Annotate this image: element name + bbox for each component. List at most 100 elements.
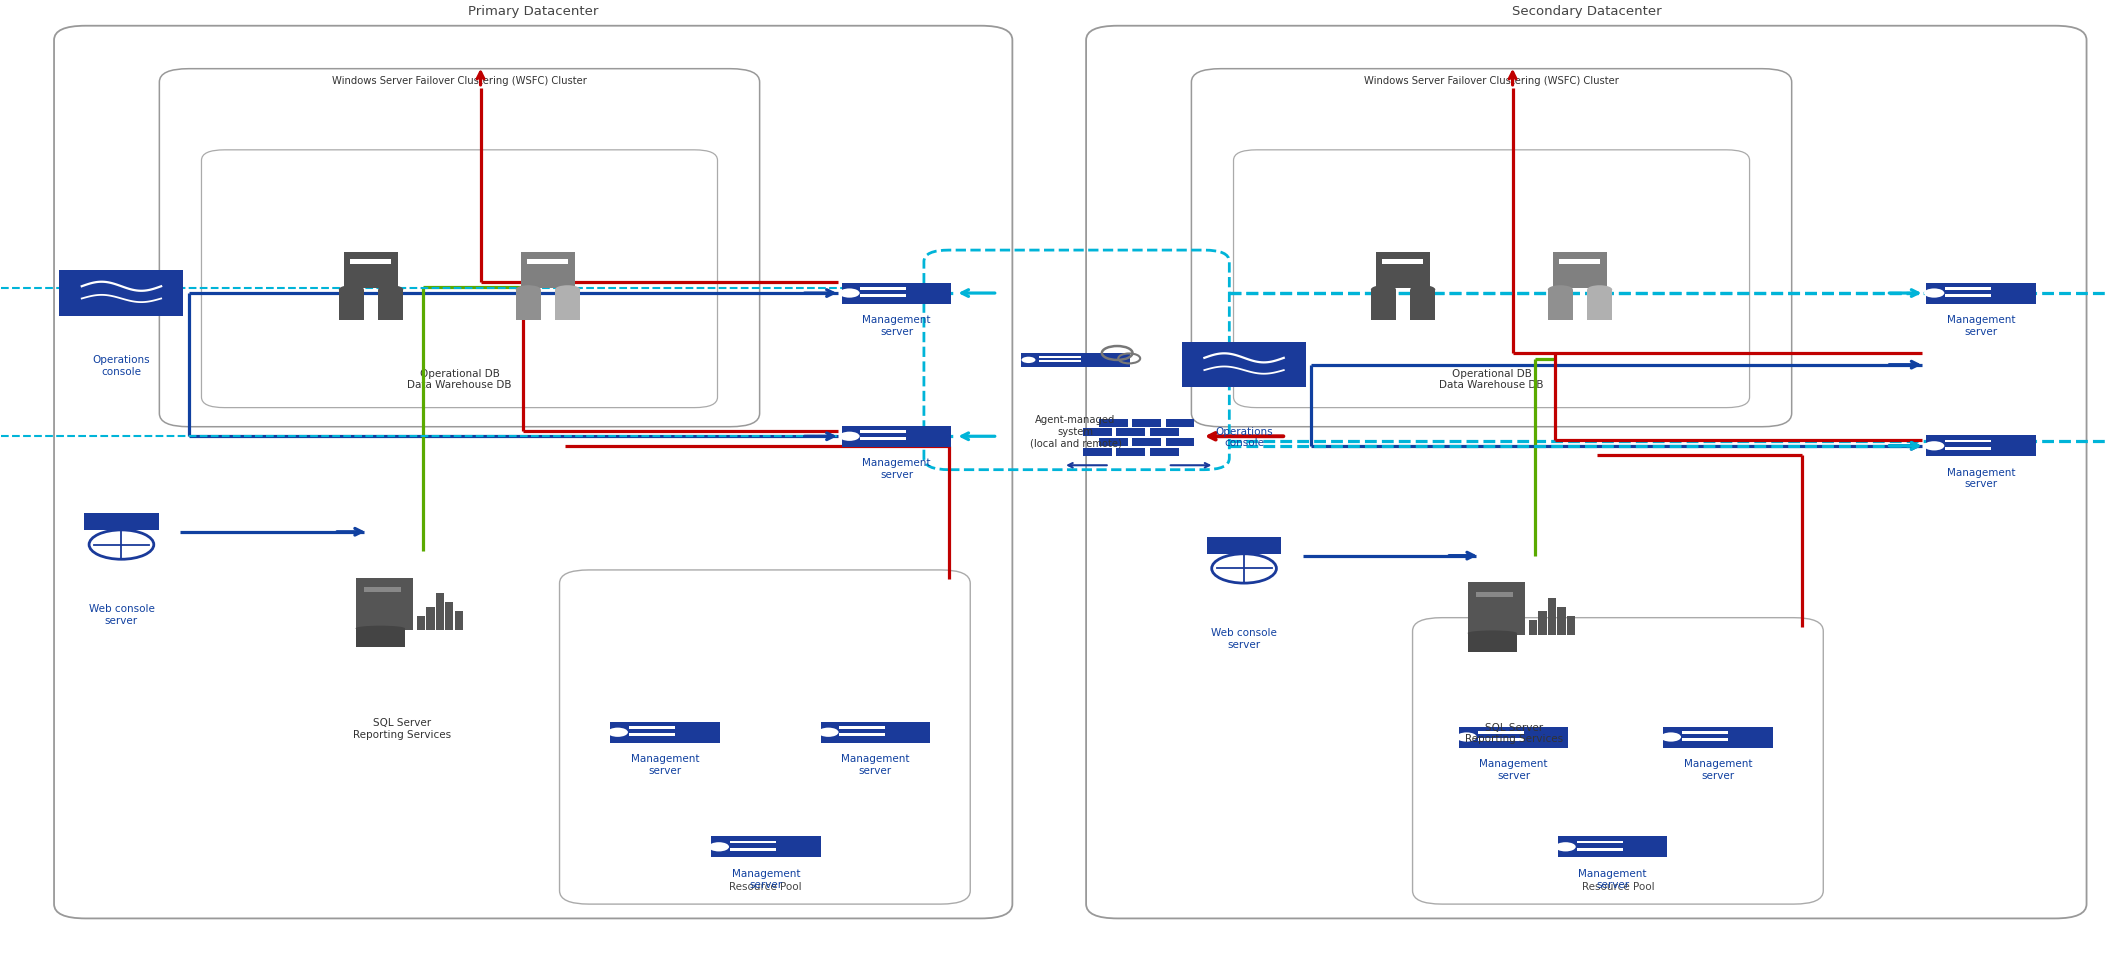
Bar (1478, 738, 1523, 741)
Bar (456, 611, 462, 629)
Text: SQL Server
Reporting Services: SQL Server Reporting Services (352, 718, 451, 740)
Bar (1084, 447, 1111, 456)
Bar (1944, 446, 1991, 449)
Text: Management
server: Management server (863, 315, 930, 336)
Bar (344, 253, 399, 288)
Bar (1166, 419, 1194, 426)
Bar (1548, 289, 1573, 321)
Circle shape (607, 728, 628, 737)
Bar (1381, 259, 1424, 263)
Bar (1375, 253, 1430, 288)
Bar (1116, 428, 1145, 436)
Bar (860, 430, 907, 433)
Bar (860, 294, 907, 297)
Circle shape (1021, 356, 1036, 363)
Text: Management
server: Management server (1947, 468, 2016, 490)
Text: Secondary Datacenter: Secondary Datacenter (1512, 5, 1662, 18)
Text: Management
server: Management server (1683, 759, 1753, 781)
Bar (1681, 731, 1727, 734)
Bar (426, 606, 434, 629)
Bar (1664, 726, 1774, 747)
Text: Management
server: Management server (1578, 869, 1647, 890)
Bar (1926, 283, 2035, 304)
Bar (1133, 419, 1162, 426)
Circle shape (1923, 288, 1944, 298)
Text: Web console
server: Web console server (1211, 628, 1276, 650)
Bar (1559, 836, 1668, 857)
Bar (1116, 447, 1145, 456)
Bar (1944, 286, 1991, 289)
Text: Management
server: Management server (631, 754, 698, 776)
Circle shape (709, 842, 730, 852)
Text: Web console
server: Web console server (89, 604, 154, 626)
Bar (1476, 592, 1514, 597)
Ellipse shape (378, 285, 403, 294)
Circle shape (839, 432, 860, 441)
Bar (1166, 438, 1194, 445)
Text: Management
server: Management server (863, 458, 930, 480)
Bar (1552, 253, 1607, 288)
Bar (1468, 633, 1516, 652)
Text: Operations
console: Operations console (93, 355, 150, 376)
Ellipse shape (1548, 285, 1573, 294)
Bar (1944, 294, 1991, 297)
Bar (730, 848, 776, 851)
Bar (1459, 726, 1569, 747)
Bar (350, 259, 392, 263)
Bar (610, 721, 719, 742)
Text: Operations
console: Operations console (1215, 426, 1274, 448)
Circle shape (1554, 842, 1575, 852)
Bar (365, 587, 401, 592)
Ellipse shape (517, 285, 540, 294)
Bar (1040, 355, 1082, 357)
Bar (521, 253, 576, 288)
Bar (1149, 447, 1179, 456)
Text: Operational DB
Data Warehouse DB: Operational DB Data Warehouse DB (407, 369, 512, 391)
Text: Management
server: Management server (1947, 315, 2016, 336)
Bar (1099, 438, 1128, 445)
Bar (1371, 289, 1396, 321)
Bar (860, 437, 907, 440)
Bar (1529, 621, 1537, 634)
Bar (1181, 342, 1305, 387)
Circle shape (1660, 733, 1681, 741)
Text: Resource Pool: Resource Pool (728, 881, 801, 892)
Text: Management
server: Management server (732, 869, 799, 890)
Bar (841, 283, 951, 304)
Bar (445, 602, 453, 629)
Bar (1578, 840, 1622, 843)
Bar (628, 733, 675, 736)
Text: Primary Datacenter: Primary Datacenter (468, 5, 599, 18)
Bar (1411, 289, 1436, 321)
Bar (1567, 616, 1575, 634)
Text: Agent-managed
system
(local and remote): Agent-managed system (local and remote) (1029, 415, 1122, 448)
Ellipse shape (356, 626, 405, 631)
Bar (1681, 738, 1727, 741)
Bar (1588, 289, 1611, 321)
Bar (1578, 848, 1622, 851)
Ellipse shape (1371, 285, 1396, 294)
Bar (1548, 598, 1556, 634)
Bar (1537, 611, 1546, 634)
Circle shape (1457, 733, 1476, 741)
Bar (1021, 353, 1130, 367)
Bar (1133, 438, 1162, 445)
Circle shape (1923, 442, 1944, 450)
Bar (820, 721, 930, 742)
Bar (356, 578, 413, 629)
Text: Windows Server Failover Clustering (WSFC) Cluster: Windows Server Failover Clustering (WSFC… (331, 77, 586, 86)
Bar (84, 513, 158, 530)
Bar (378, 289, 403, 321)
Circle shape (818, 728, 839, 737)
Bar (527, 259, 567, 263)
Bar (437, 593, 445, 629)
Bar (59, 270, 183, 316)
Bar (1099, 419, 1128, 426)
Bar (1084, 428, 1111, 436)
Bar (340, 289, 365, 321)
Bar (1149, 428, 1179, 436)
Text: Management
server: Management server (1478, 759, 1548, 781)
Text: SQL Server
Reporting Services: SQL Server Reporting Services (1464, 722, 1563, 744)
Ellipse shape (1468, 630, 1516, 636)
Ellipse shape (340, 285, 365, 294)
